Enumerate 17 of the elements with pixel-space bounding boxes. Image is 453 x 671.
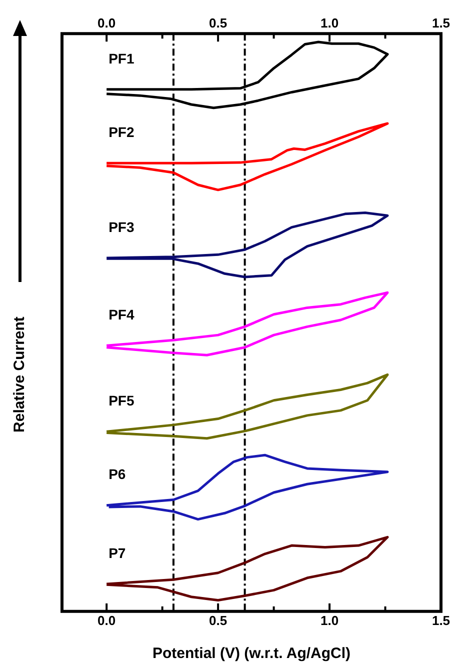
series-label: PF3 — [108, 218, 134, 235]
x2-tick-label: 1.5 — [432, 15, 450, 30]
series-label: P7 — [108, 544, 126, 561]
x-tick-label: 0.0 — [98, 612, 116, 628]
x2-tick-label: 0.5 — [209, 15, 228, 30]
series-label: P6 — [108, 466, 126, 482]
y-axis-title: Relative Current — [11, 316, 28, 432]
x-tick-label: 1.5 — [432, 612, 450, 628]
x2-tick-label: 1.0 — [320, 15, 339, 30]
x-tick-label: 0.5 — [209, 612, 228, 628]
series-label: PF1 — [108, 50, 134, 66]
series-label: PF5 — [108, 392, 134, 408]
x-axis-title: Potential (V) (w.r.t. Ag/AgCl) — [152, 645, 351, 662]
series-label: PF4 — [108, 306, 134, 323]
x2-tick-label: 0.0 — [98, 15, 116, 30]
x-tick-label: 1.0 — [320, 612, 339, 628]
series-label: PF2 — [108, 124, 134, 140]
